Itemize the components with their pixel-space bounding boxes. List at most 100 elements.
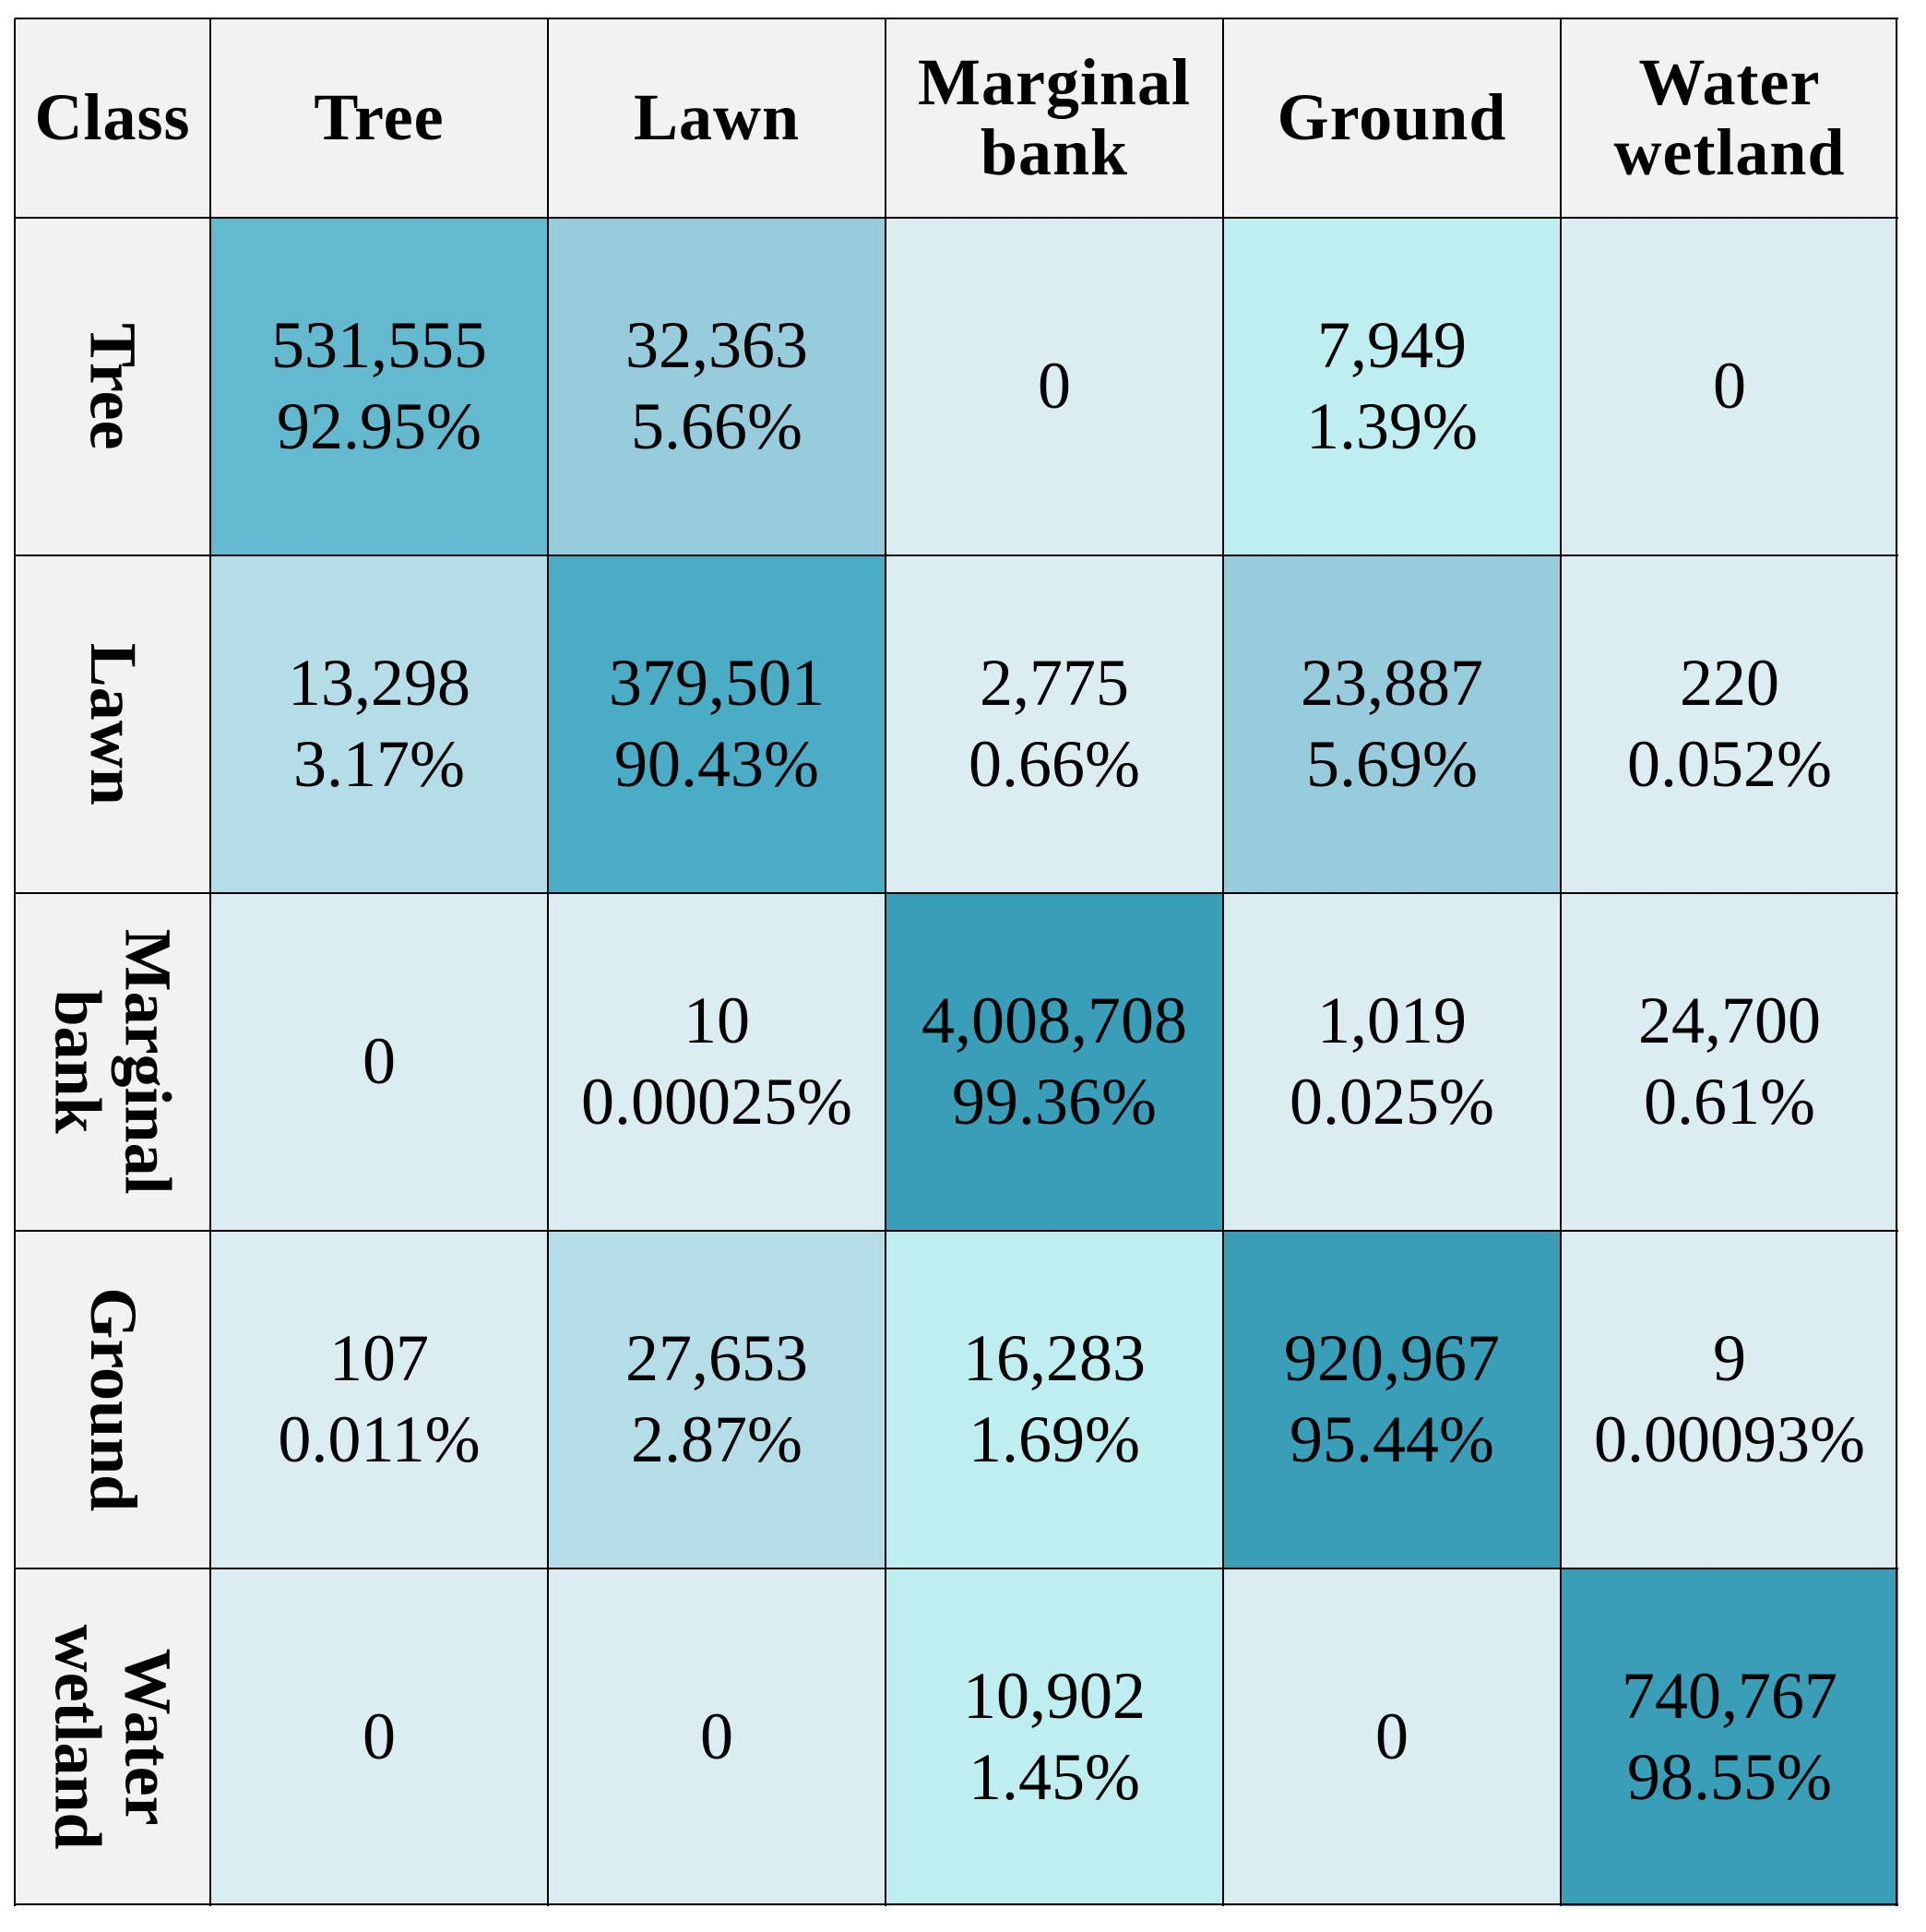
cell-percentage: 95.44% [1290, 1402, 1494, 1476]
row-header-text: Lawn [76, 642, 150, 806]
cell-percentage: 0.052% [1627, 727, 1832, 801]
row-header-ground: Ground [15, 1231, 210, 1568]
row-header-text: Ground [76, 1287, 150, 1512]
matrix-cell-lawn-ground: 23,887 5.69% [1223, 555, 1561, 893]
grid-line-horizontal [15, 1903, 1898, 1905]
matrix-cell-ground-marginal-bank: 16,283 1.69% [886, 1231, 1223, 1568]
cell-count: 0 [700, 1699, 733, 1774]
cell-count: 1,019 [1317, 984, 1467, 1058]
row-header-rotated: Water wetland [42, 1624, 185, 1851]
grid-line-vertical [547, 18, 549, 1906]
matrix-cell-ground-lawn: 27,653 2.87% [548, 1231, 886, 1568]
grid-line-vertical [14, 18, 16, 1906]
cell-percentage: 0.00025% [581, 1065, 852, 1139]
cell-percentage: 98.55% [1627, 1740, 1832, 1814]
matrix-cell-lawn-lawn: 379,501 90.43% [548, 555, 886, 893]
column-header-text: Marginal [918, 45, 1191, 120]
cell-count: 0 [1713, 349, 1746, 423]
row-header-text: bank [42, 989, 115, 1135]
column-header-tree: Tree [210, 18, 548, 218]
matrix-cell-water-wetland-tree: 0 [210, 1568, 548, 1906]
cell-percentage: 0.025% [1290, 1065, 1494, 1139]
cell-percentage: 0.011% [278, 1402, 481, 1476]
cell-count: 220 [1680, 646, 1779, 721]
row-header-text: wetland [42, 1624, 115, 1851]
cell-count: 27,653 [625, 1321, 808, 1396]
row-header-tree: Tree [15, 218, 210, 555]
cell-percentage: 92.95% [277, 389, 482, 463]
grid-line-horizontal [15, 217, 1898, 219]
grid-line-vertical [209, 18, 211, 1906]
cell-percentage: 0.61% [1644, 1065, 1815, 1139]
matrix-cell-tree-tree: 531,555 92.95% [210, 218, 548, 555]
cell-count: 24,700 [1638, 984, 1821, 1058]
row-header-text: Water [111, 1649, 185, 1826]
grid-line-vertical [1896, 18, 1897, 1906]
matrix-cell-marginal-bank-ground: 1,019 0.025% [1223, 893, 1561, 1231]
matrix-cell-lawn-water-wetland: 220 0.052% [1561, 555, 1898, 893]
corner-label-text: Class [34, 80, 191, 155]
grid-line-horizontal [15, 1230, 1898, 1232]
cell-count: 531,555 [271, 308, 487, 383]
column-header-text: bank [980, 115, 1129, 189]
column-header-water-wetland: Water wetland [1561, 18, 1898, 218]
cell-percentage: 1.69% [969, 1402, 1140, 1476]
cell-percentage: 1.45% [969, 1740, 1140, 1814]
cell-count: 23,887 [1301, 646, 1483, 721]
matrix-cell-water-wetland-ground: 0 [1223, 1568, 1561, 1906]
cell-count: 0 [363, 1699, 396, 1774]
cell-percentage: 5.66% [631, 389, 802, 463]
grid-line-vertical [1222, 18, 1224, 1906]
column-header-marginal-bank: Marginal bank [886, 18, 1223, 218]
cell-count: 379,501 [609, 646, 825, 721]
grid-line-horizontal [15, 555, 1898, 556]
row-header-rotated: Marginal bank [42, 929, 185, 1195]
column-header-text: Tree [314, 80, 445, 155]
matrix-cell-marginal-bank-water-wetland: 24,700 0.61% [1561, 893, 1898, 1231]
corner-label: Class [15, 18, 210, 218]
cell-percentage: 0.66% [969, 727, 1140, 801]
cell-percentage: 3.17% [293, 727, 465, 801]
column-header-text: Ground [1277, 80, 1507, 155]
confusion-matrix: Class Tree Lawn Marginal bank Ground Water wetl… [14, 18, 1911, 1915]
matrix-cell-ground-water-wetland: 9 0.00093% [1561, 1231, 1898, 1568]
matrix-cell-lawn-marginal-bank: 2,775 0.66% [886, 555, 1223, 893]
matrix-cell-water-wetland-marginal-bank: 10,902 1.45% [886, 1568, 1223, 1906]
row-header-rotated: Lawn [76, 642, 150, 806]
cell-count: 0 [363, 1024, 396, 1099]
grid-line-vertical [1560, 18, 1562, 1906]
cell-count: 7,949 [1317, 308, 1467, 383]
cell-percentage: 2.87% [631, 1402, 802, 1476]
matrix-cell-marginal-bank-lawn: 10 0.00025% [548, 893, 886, 1231]
matrix-cell-tree-water-wetland: 0 [1561, 218, 1898, 555]
matrix-cell-tree-lawn: 32,363 5.66% [548, 218, 886, 555]
row-header-rotated: Tree [76, 323, 150, 450]
cell-percentage: 1.39% [1306, 389, 1478, 463]
row-header-lawn: Lawn [15, 555, 210, 893]
matrix-cell-ground-tree: 107 0.011% [210, 1231, 548, 1568]
row-header-text: Tree [76, 323, 150, 450]
cell-count: 2,775 [980, 646, 1129, 721]
grid-line-horizontal [15, 18, 1898, 19]
grid-line-horizontal [15, 1568, 1898, 1569]
column-header-ground: Ground [1223, 18, 1561, 218]
matrix-cell-ground-ground: 920,967 95.44% [1223, 1231, 1561, 1568]
cell-count: 13,298 [288, 646, 470, 721]
cell-percentage: 5.69% [1306, 727, 1478, 801]
cell-count: 9 [1713, 1321, 1746, 1396]
row-header-rotated: Ground [76, 1287, 150, 1512]
matrix-cell-marginal-bank-tree: 0 [210, 893, 548, 1231]
matrix-cell-marginal-bank-marginal-bank: 4,008,708 99.36% [886, 893, 1223, 1231]
matrix-cell-water-wetland-lawn: 0 [548, 1568, 886, 1906]
column-header-text: wetland [1613, 115, 1846, 189]
cell-count: 0 [1375, 1699, 1409, 1774]
cell-count: 32,363 [625, 308, 808, 383]
cell-count: 16,283 [963, 1321, 1146, 1396]
cell-count: 920,967 [1284, 1321, 1500, 1396]
matrix-cell-tree-ground: 7,949 1.39% [1223, 218, 1561, 555]
column-header-text: Lawn [633, 80, 801, 155]
cell-count: 4,008,708 [921, 984, 1187, 1058]
cell-count: 10,902 [963, 1659, 1146, 1734]
cell-percentage: 0.00093% [1594, 1402, 1865, 1476]
cell-percentage: 90.43% [614, 727, 819, 801]
